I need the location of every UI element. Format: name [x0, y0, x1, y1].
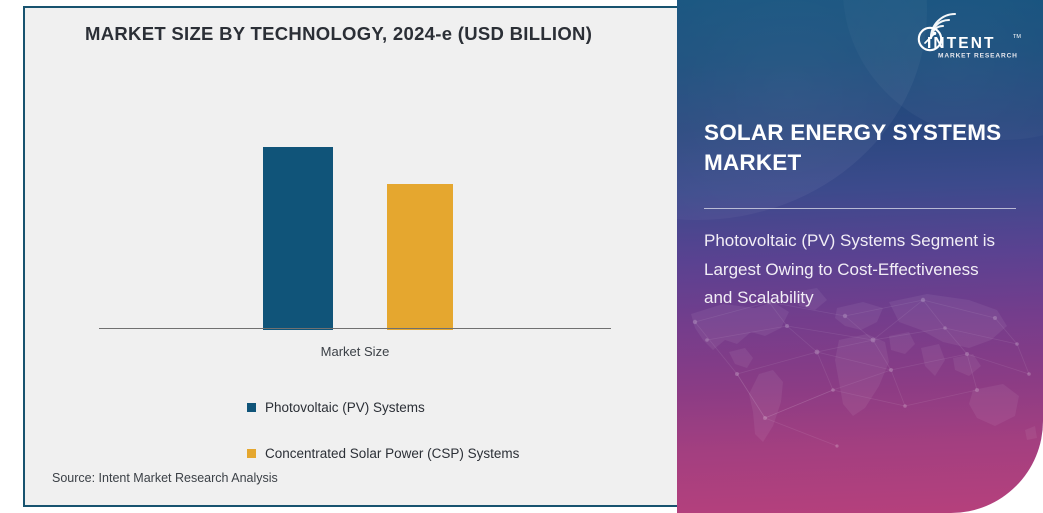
panel-subtitle: Photovoltaic (PV) Systems Segment is Lar… — [704, 231, 996, 308]
logo-dot-icon — [932, 31, 937, 36]
panel-divider — [704, 208, 1016, 209]
bar-concentrated-solar-power-csp-systems — [387, 183, 453, 330]
logo-circle-icon — [917, 26, 943, 52]
x-axis-line — [99, 328, 611, 329]
x-axis-label: Market Size — [320, 344, 390, 359]
chart-legend: Photovoltaic (PV) Systems Concentrated S… — [247, 394, 647, 486]
legend-label-csp: Concentrated Solar Power (CSP) Systems — [265, 445, 520, 461]
legend-swatch-csp-icon — [247, 448, 256, 458]
plot-area — [99, 98, 611, 330]
logo-tagline: MARKET RESEARCH — [938, 53, 1018, 60]
legend-label-pv: Photovoltaic (PV) Systems — [265, 399, 425, 415]
legend-item-csp: Concentrated Solar Power (CSP) Systems — [247, 440, 647, 466]
intent-market-research-logo: INTENT TM MARKET RESEARCH — [917, 12, 1021, 60]
source-note: Source: Intent Market Research Analysis — [52, 471, 278, 485]
panel-arc-decoration — [677, 0, 927, 220]
chart-card: MARKET SIZE BY TECHNOLOGY, 2024-e (USD B… — [23, 6, 678, 507]
logo-wordmark: INTENT — [927, 35, 996, 52]
title-panel: INTENT TM MARKET RESEARCH SOLAR ENERGY S… — [677, 0, 1043, 513]
chart-title: MARKET SIZE BY TECHNOLOGY, 2024-e (USD B… — [85, 23, 593, 44]
world-map-network-decoration — [691, 288, 1037, 448]
logo-pointer-icon — [924, 33, 935, 44]
panel-heading: SOLAR ENERGY SYSTEMS MARKET — [704, 120, 1002, 175]
legend-item-pv: Photovoltaic (PV) Systems — [247, 394, 647, 420]
bar-photovoltaic-pv-systems — [263, 146, 333, 330]
logo-trademark: TM — [1013, 34, 1021, 40]
legend-swatch-pv-icon — [247, 402, 256, 412]
